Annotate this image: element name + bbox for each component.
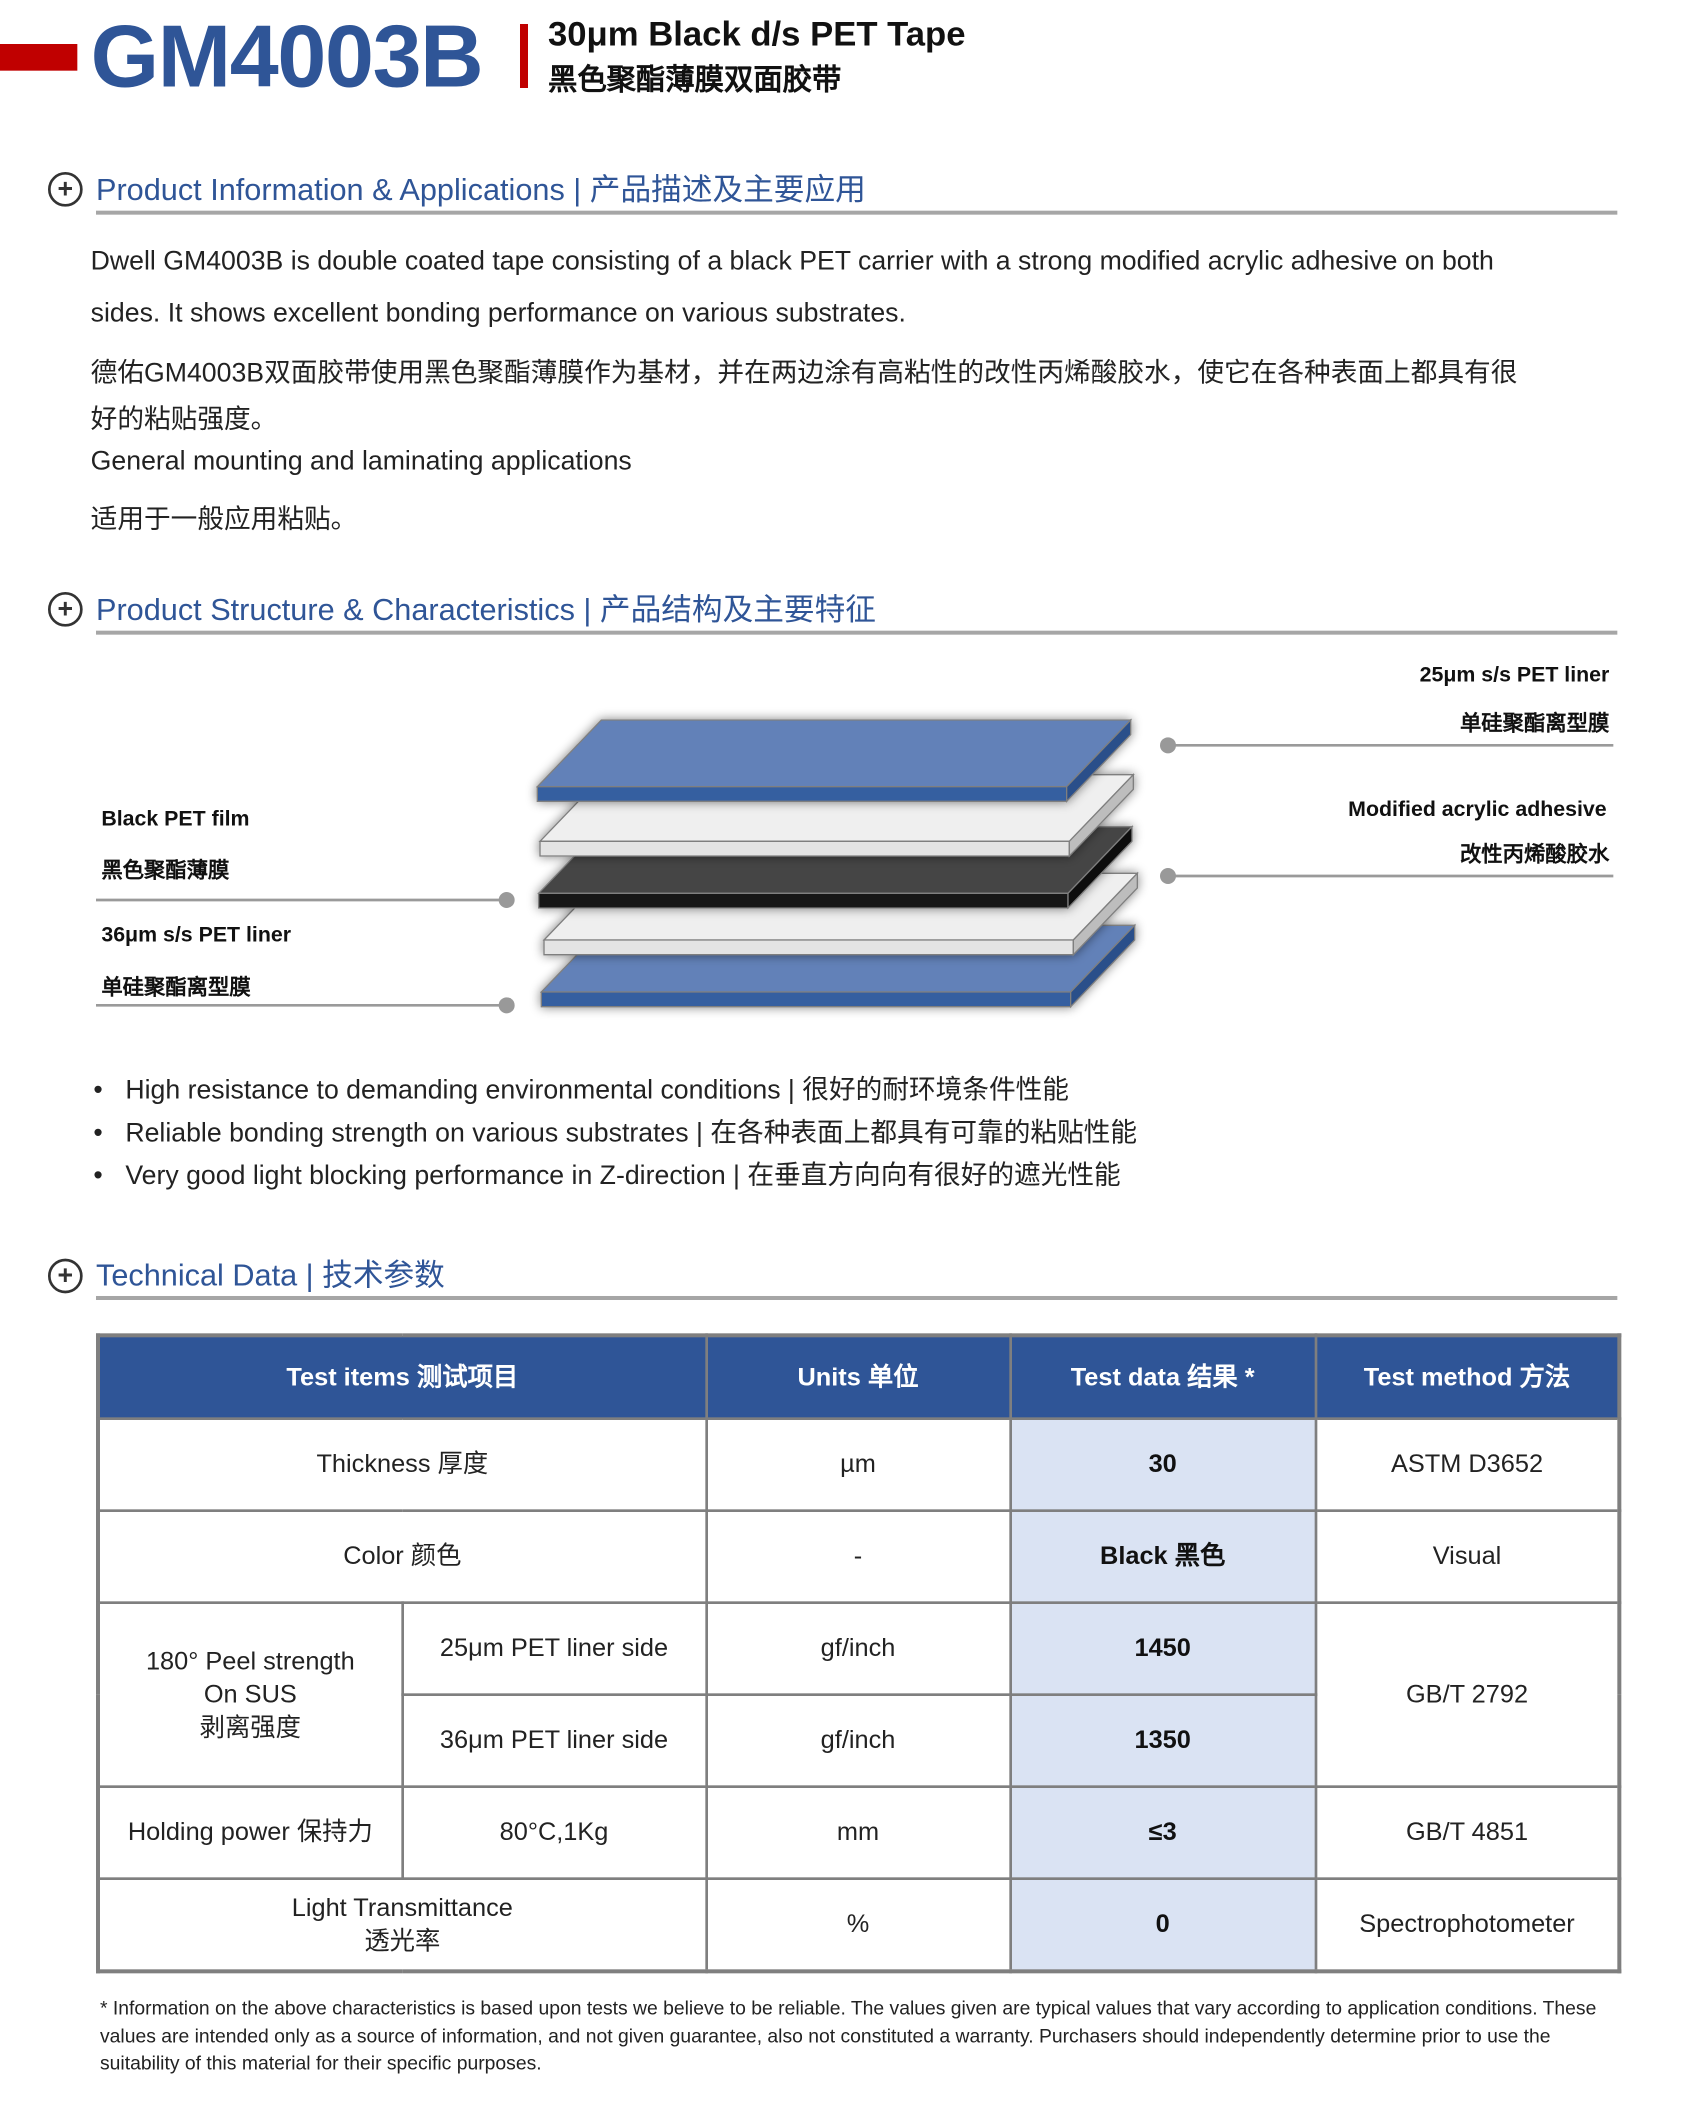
cell-item: Holding power 保持力 <box>96 1785 404 1880</box>
top-liner-layer-front-face <box>536 785 1068 802</box>
cell-unit: gf/inch <box>704 1601 1012 1696</box>
plus-circle-icon: + <box>47 171 83 207</box>
feature-bullet: • High resistance to demanding environmen… <box>93 1075 1069 1106</box>
light-label-2: 透光率 <box>364 1927 441 1956</box>
leader-dot <box>1159 737 1176 754</box>
table-row: 36μm PET liner side gf/inch 1350 <box>98 1693 1619 1788</box>
cell-unit: % <box>704 1877 1012 1973</box>
model-number: GM4003B <box>90 6 484 106</box>
label-bottom-liner-cn: 单硅聚酯离型膜 <box>101 977 251 1000</box>
cell-condition: 36μm PET liner side <box>400 1693 708 1788</box>
red-accent-bar <box>0 43 78 71</box>
section-divider <box>95 630 1618 635</box>
technical-data-table: Test items 测试项目 Units 单位 Test data 结果 * … <box>95 1333 1622 1974</box>
label-bottom-liner-en: 36μm s/s PET liner <box>101 923 292 947</box>
header-test-data: Test data 结果 * <box>1008 1334 1317 1420</box>
header-test-method: Test method 方法 <box>1314 1334 1621 1420</box>
cell-method: GB/T 4851 <box>1314 1785 1621 1880</box>
feature-text: Very good light blocking performance in … <box>125 1161 1121 1191</box>
section-title-info: Product Information & Applications | 产品描… <box>95 171 866 207</box>
table-row: Thickness 厚度 µm 30 ASTM D3652 <box>96 1417 1621 1512</box>
peel-label-3: 剥离强度 <box>199 1713 301 1742</box>
cell-value: 30 <box>1008 1417 1317 1512</box>
cell-item: Color 颜色 <box>96 1509 708 1604</box>
table-row: Light Transmittance 透光率 % 0 Spectrophoto… <box>96 1877 1621 1973</box>
cell-value: 1350 <box>1008 1693 1317 1788</box>
leader-dot <box>498 997 515 1014</box>
section-title-structure: Product Structure & Characteristics | 产品… <box>95 591 876 627</box>
description-cn-2: 好的粘贴强度。 <box>90 405 278 435</box>
label-adhesive-cn: 改性丙烯酸胶水 <box>1459 843 1610 867</box>
label-adhesive-en: Modified acrylic adhesive <box>1348 798 1607 822</box>
cell-unit: - <box>704 1509 1012 1604</box>
table-row: 180° Peel strength On SUS 剥离强度 25μm PET … <box>96 1601 1621 1788</box>
black-pet-film-layer-side-face <box>1067 825 1133 910</box>
cell-unit: gf/inch <box>704 1693 1012 1788</box>
cell-condition: 25μm PET liner side <box>400 1601 708 1696</box>
header-test-items: Test items 测试项目 <box>96 1334 708 1420</box>
feature-text: Reliable bonding strength on various sub… <box>125 1118 1138 1148</box>
title-divider <box>519 23 528 88</box>
table-row: Color 颜色 - Black 黑色 Visual <box>96 1509 1621 1604</box>
cell-method: ASTM D3652 <box>1314 1417 1621 1512</box>
plus-circle-icon: + <box>47 591 83 627</box>
cell-unit: mm <box>704 1785 1012 1880</box>
section-divider <box>95 210 1618 215</box>
tape-structure-diagram <box>95 718 1614 1014</box>
cell-unit: µm <box>704 1417 1012 1512</box>
application-cn: 适用于一般应用粘贴。 <box>90 505 358 535</box>
cell-method: Visual <box>1314 1509 1621 1604</box>
label-top-liner-en: 25μm s/s PET liner <box>1419 663 1610 687</box>
section-title-technical: Technical Data | 技术参数 <box>95 1257 445 1292</box>
feature-bullet: • Reliable bonding strength on various su… <box>93 1118 1138 1148</box>
top-liner-layer-side-face <box>1065 718 1132 803</box>
description-en-1: Dwell GM4003B is double coated tape cons… <box>90 246 1494 276</box>
header-units: Units 单位 <box>704 1334 1012 1420</box>
table-row: Holding power 保持力 80°C,1Kg mm ≤3 GB/T 48… <box>96 1785 1621 1880</box>
top-liner-layer-top-face <box>535 719 1133 788</box>
adhesive-layer-upper-side-face <box>1068 773 1134 858</box>
section-divider <box>95 1295 1618 1300</box>
description-cn-1: 德佑GM4003B双面胶带使用黑色聚酯薄膜作为基材，并在两边涂有高粘性的改性丙烯… <box>90 358 1518 388</box>
leader-dot <box>498 891 515 908</box>
plus-circle-icon: + <box>47 1258 83 1294</box>
cell-value: 0 <box>1008 1877 1317 1973</box>
light-label-1: Light Transmittance <box>291 1893 513 1922</box>
peel-label-2: On SUS <box>203 1680 297 1709</box>
footnote: * Information on the above characteristi… <box>99 1998 1597 2075</box>
table-header-row: Test items 测试项目 Units 单位 Test data 结果 * … <box>96 1334 1621 1420</box>
bottom-liner-layer-front-face <box>540 991 1072 1008</box>
bottom-liner-layer-side-face <box>1069 923 1136 1009</box>
feature-text: High resistance to demanding environment… <box>125 1075 1069 1106</box>
label-film-cn: 黑色聚酯薄膜 <box>101 859 230 883</box>
top-liner-layer <box>535 718 1133 803</box>
product-title-cn: 黑色聚酯薄膜双面胶带 <box>547 62 842 96</box>
cell-item: 180° Peel strength On SUS 剥离强度 <box>96 1601 404 1788</box>
label-top-liner-cn: 单硅聚酯离型膜 <box>1459 713 1610 736</box>
cell-item: Thickness 厚度 <box>96 1417 708 1512</box>
cell-value: 1450 <box>1008 1601 1317 1696</box>
leader-dot <box>1159 867 1176 884</box>
description-en-2: sides. It shows excellent bonding perfor… <box>90 298 906 328</box>
cell-condition: 80°C,1Kg <box>400 1785 708 1880</box>
cell-method: GB/T 2792 <box>1314 1601 1621 1788</box>
adhesive-layer-lower-side-face <box>1072 871 1138 957</box>
cell-value: Black 黑色 <box>1008 1509 1317 1604</box>
black-pet-film-layer-front-face <box>537 892 1069 909</box>
adhesive-layer-upper-front-face <box>539 840 1070 857</box>
application-en: General mounting and laminating applicat… <box>90 446 632 476</box>
cell-method: Spectrophotometer <box>1314 1877 1621 1973</box>
peel-label-1: 180° Peel strength <box>145 1647 355 1676</box>
product-title-en: 30μm Black d/s PET Tape <box>547 13 966 54</box>
cell-value: ≤3 <box>1008 1785 1317 1880</box>
cell-item: Light Transmittance 透光率 <box>96 1877 708 1973</box>
feature-bullet: • Very good light blocking performance in… <box>93 1161 1121 1191</box>
label-film-en: Black PET film <box>101 807 250 831</box>
adhesive-layer-lower-front-face <box>543 939 1074 956</box>
